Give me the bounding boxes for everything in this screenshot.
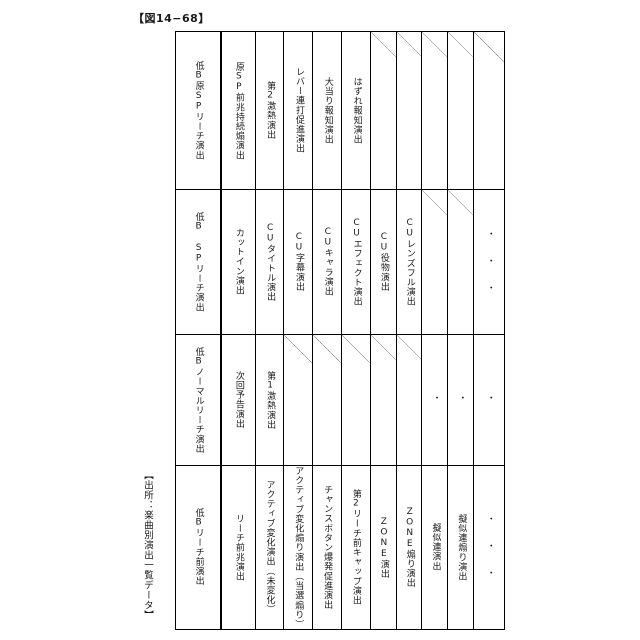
- table-cell-empty: [370, 335, 397, 465]
- band-pre-reach: 低Bリーチ前演出 リーチ前兆演出 アクティブ変化演出（未変化） アクティブ変化煽り演出…: [176, 465, 504, 629]
- band-sp-reach-cu: 低B SPリーチ演出 カットイン演出 CUタイトル演出 CU字幕演出 CUキャラ演出 CU…: [176, 190, 504, 335]
- table-cell-label: 次回予告演出: [233, 371, 244, 429]
- band-normal-reach: 低Bノーマルリーチ演出 次回予告演出 第1激熱演出 ・ ・ ・: [176, 335, 504, 466]
- table-cell: CUエフェクト演出: [341, 190, 371, 334]
- table-cell-label: ・: [430, 393, 441, 407]
- table-cell-label: 第1激熱演出: [265, 370, 276, 430]
- table-cell-label: アクティブ変化演出（未変化）: [264, 480, 275, 615]
- table-cell: カットイン演出: [221, 190, 256, 334]
- table-cell: CUレンズフル演出: [396, 190, 423, 334]
- table-cell-label: カットイン演出: [233, 228, 244, 296]
- table-cell-label: ZONE煽り演出: [404, 506, 415, 588]
- table-cell: ZONE演出: [370, 465, 397, 629]
- table-cell: リーチ前兆演出: [221, 465, 256, 629]
- diagonal-slash-icon: [370, 335, 396, 360]
- table-cell: 擬似連煽り演出: [448, 465, 475, 629]
- diagonal-slash-icon: [448, 32, 474, 57]
- table-cell-empty: [422, 190, 449, 334]
- diagonal-slash-icon: [422, 190, 448, 215]
- table-cell-empty: [313, 335, 342, 465]
- figure-number-caption: 【図14−68】: [133, 12, 210, 25]
- table-cell: アクティブ変化煽り演出（当選煽り）: [284, 465, 314, 629]
- table-cell-label: 第2激熱演出: [265, 81, 276, 140]
- table-cell-label: CU字幕演出: [293, 232, 304, 292]
- table-cell-empty: [448, 190, 475, 334]
- table-cell-empty: [370, 32, 397, 189]
- table-cell-empty: [448, 32, 475, 189]
- diagonal-slash-icon: [313, 335, 341, 363]
- table-cell-empty: [474, 32, 504, 189]
- table-cell: レバー連打促進演出: [284, 32, 314, 189]
- table-cell: 原SP前兆持続煽演出: [221, 32, 256, 189]
- table-cell-label: チャンスボタン爆発促進演出: [322, 484, 333, 610]
- table-cell-label: CU役物演出: [378, 232, 389, 292]
- table-cell-empty: [396, 335, 423, 465]
- diagonal-slash-icon: [474, 32, 504, 62]
- table-cell: 大当り報知演出: [313, 32, 342, 189]
- diagonal-slash-icon: [422, 32, 448, 57]
- band-high-sp-reach: 低B原SPリーチ演出 原SP前兆持続煽演出 第2激熱演出 レバー連打促進演出 大当り報知…: [176, 32, 504, 190]
- table-cell-label: 低B SPリーチ演出: [193, 212, 204, 312]
- table-cell: チャンスボタン爆発促進演出: [313, 465, 342, 629]
- table-cell: 低B原SPリーチ演出: [176, 32, 222, 189]
- performance-matrix-table: 低B原SPリーチ演出 原SP前兆持続煽演出 第2激熱演出 レバー連打促進演出 大当り報知…: [175, 31, 505, 630]
- table-cell: ZONE煽り演出: [396, 465, 423, 629]
- table-cell-label: リーチ前兆演出: [233, 513, 244, 581]
- table-cell-label: CUキャラ演出: [322, 227, 333, 297]
- table-cell-label: レバー連打促進演出: [293, 67, 304, 154]
- table-cell-label: 低B原SPリーチ演出: [193, 61, 204, 160]
- table-cell: ・: [422, 335, 449, 465]
- diagonal-slash-icon: [396, 32, 422, 57]
- table-cell: 低Bノーマルリーチ演出: [176, 335, 222, 465]
- table-cell: アクティブ変化演出（未変化）: [255, 465, 285, 629]
- table-cell: ・: [474, 335, 504, 465]
- diagonal-slash-icon: [396, 335, 422, 360]
- table-cell: CUキャラ演出: [313, 190, 342, 334]
- table-cell: 擬似連演出: [422, 465, 449, 629]
- table-cell-label: 第2リーチ前キャップ演出: [350, 489, 361, 606]
- table-cell-empty: [422, 32, 449, 189]
- diagonal-slash-icon: [284, 335, 313, 363]
- table-cell-label: ZONE演出: [378, 516, 389, 579]
- table-cell: CUタイトル演出: [255, 190, 285, 334]
- diagonal-slash-icon: [370, 32, 396, 57]
- table-cell: ・ ・ ・: [474, 465, 504, 629]
- table-cell-label: アクティブ変化煽り演出（当選煽り）: [293, 465, 304, 629]
- table-cell: ・ ・ ・: [474, 190, 504, 334]
- figure-source-caption: 【出所：楽曲別演出一覧データ】: [142, 470, 153, 620]
- table-cell-label: 低Bリーチ前演出: [193, 508, 204, 587]
- diagonal-slash-icon: [448, 190, 474, 215]
- table-cell: 第2激熱演出: [255, 32, 285, 189]
- table-cell-label: 大当り報知演出: [322, 76, 333, 145]
- table-cell-label: ・: [456, 393, 467, 407]
- table-cell-label: 擬似連煽り演出: [456, 513, 467, 581]
- table-cell-label: ・: [484, 393, 495, 407]
- table-cell-label: 原SP前兆持続煽演出: [233, 61, 244, 160]
- table-cell: CU字幕演出: [284, 190, 314, 334]
- table-cell: 次回予告演出: [221, 335, 256, 465]
- table-cell-label: ・ ・ ・: [484, 228, 495, 296]
- table-cell: 低B SPリーチ演出: [176, 190, 222, 334]
- table-cell-label: CUレンズフル演出: [404, 217, 415, 307]
- table-cell: 第2リーチ前キャップ演出: [341, 465, 371, 629]
- table-cell-empty: [341, 335, 371, 465]
- table-cell: 低Bリーチ前演出: [176, 465, 222, 629]
- table-cell-label: はずれ報知演出: [351, 76, 362, 145]
- table-cell: CU役物演出: [370, 190, 397, 334]
- table-cell-label: CUエフェクト演出: [351, 217, 362, 307]
- table-cell: 第1激熱演出: [255, 335, 285, 465]
- table-cell-label: 擬似連演出: [430, 523, 441, 572]
- table-cell: ・: [448, 335, 475, 465]
- table-cell-label: ・ ・ ・: [484, 513, 495, 581]
- table-cell-label: 低Bノーマルリーチ演出: [193, 346, 204, 454]
- table-cell-label: CUタイトル演出: [265, 222, 276, 302]
- table-cell: はずれ報知演出: [341, 32, 371, 189]
- table-cell-empty: [284, 335, 314, 465]
- diagonal-slash-icon: [341, 335, 370, 363]
- table-cell-empty: [396, 32, 423, 189]
